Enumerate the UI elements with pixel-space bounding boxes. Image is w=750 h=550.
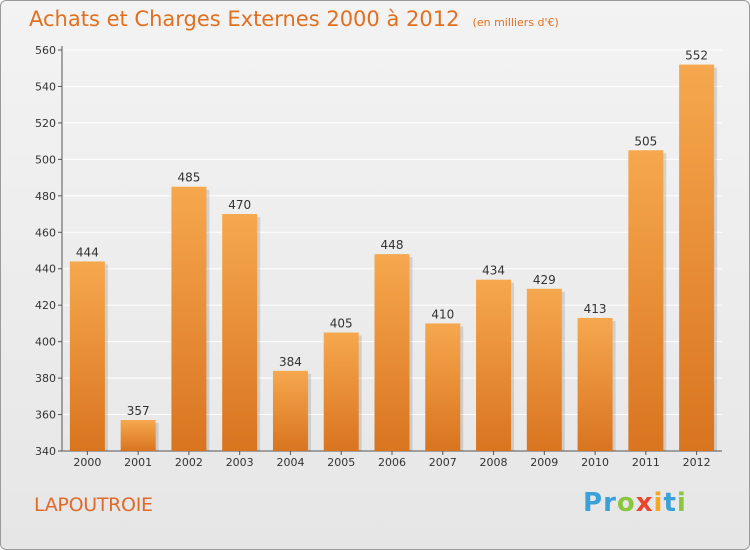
y-tick-label: 520 [35, 117, 56, 130]
logo-letter: x [635, 488, 654, 518]
bar-2006 [374, 254, 410, 451]
bar-value-label: 357 [127, 404, 150, 418]
bar-2012 [679, 64, 715, 451]
x-tick-label: 2009 [530, 456, 558, 469]
bar-value-label: 505 [634, 134, 657, 148]
logo-letter: t [663, 488, 677, 518]
chart-title: Achats et Charges Externes 2000 à 2012 [29, 7, 460, 31]
logo-letter: r [603, 488, 617, 518]
bar-2000 [69, 261, 105, 451]
bar-2001 [120, 420, 156, 451]
bar-value-label: 413 [584, 302, 607, 316]
y-tick-label: 480 [35, 190, 56, 203]
bar-2009 [526, 288, 562, 451]
chart-unit: (en milliers d'€) [472, 16, 559, 29]
logo-letter: o [616, 488, 636, 518]
commune-name: LAPOUTROIE [34, 494, 153, 516]
labels: 340 360 380 400 420 440 460 480 500 520 540 560 444 2… [35, 44, 711, 469]
bar-2005 [323, 332, 359, 451]
bar-value-label: 405 [330, 317, 353, 331]
x-tick-label: 2005 [327, 456, 355, 469]
y-tick-label: 440 [35, 263, 56, 276]
bars [69, 64, 718, 452]
x-tick-label: 2007 [429, 456, 457, 469]
proxiti-logo[interactable]: Proxiti [583, 488, 687, 518]
bar-2003 [222, 214, 258, 451]
bar-value-label: 444 [76, 245, 99, 259]
bar-value-label: 434 [482, 264, 505, 278]
bar-2010 [577, 317, 613, 451]
y-tick-label: 500 [35, 153, 56, 166]
bar-value-label: 552 [685, 49, 708, 63]
x-tick-label: 2011 [632, 456, 660, 469]
bar-value-label: 470 [228, 198, 251, 212]
logo-letter: P [583, 488, 604, 518]
x-tick-label: 2001 [124, 456, 152, 469]
x-tick-label: 2003 [226, 456, 254, 469]
x-tick-label: 2006 [378, 456, 406, 469]
x-tick-label: 2008 [480, 456, 508, 469]
x-tick-label: 2002 [175, 456, 203, 469]
bar-value-label: 410 [431, 307, 454, 321]
y-tick-label: 560 [35, 44, 56, 57]
y-tick-label: 460 [35, 226, 56, 239]
x-tick-label: 2010 [581, 456, 609, 469]
y-tick-label: 400 [35, 336, 56, 349]
bar-value-label: 429 [533, 273, 556, 287]
x-tick-label: 2004 [276, 456, 304, 469]
bar-2011 [628, 150, 664, 451]
x-tick-label: 2012 [683, 456, 711, 469]
logo-letter: i [653, 488, 664, 518]
bar-value-label: 448 [381, 238, 404, 252]
x-tick-label: 2000 [73, 456, 101, 469]
y-tick-label: 340 [35, 445, 56, 458]
bar-2008 [476, 279, 512, 451]
y-tick-label: 420 [35, 299, 56, 312]
logo-letter: i [676, 488, 687, 518]
chart-title-block: Achats et Charges Externes 2000 à 2012 (… [29, 7, 559, 31]
y-tick-label: 540 [35, 80, 56, 93]
y-tick-label: 380 [35, 372, 56, 385]
bar-2007 [425, 323, 461, 451]
bar-2004 [272, 370, 308, 451]
y-tick-label: 360 [35, 409, 56, 422]
bar-value-label: 485 [177, 171, 200, 185]
bar-value-label: 384 [279, 355, 302, 369]
bar-2002 [171, 186, 207, 452]
